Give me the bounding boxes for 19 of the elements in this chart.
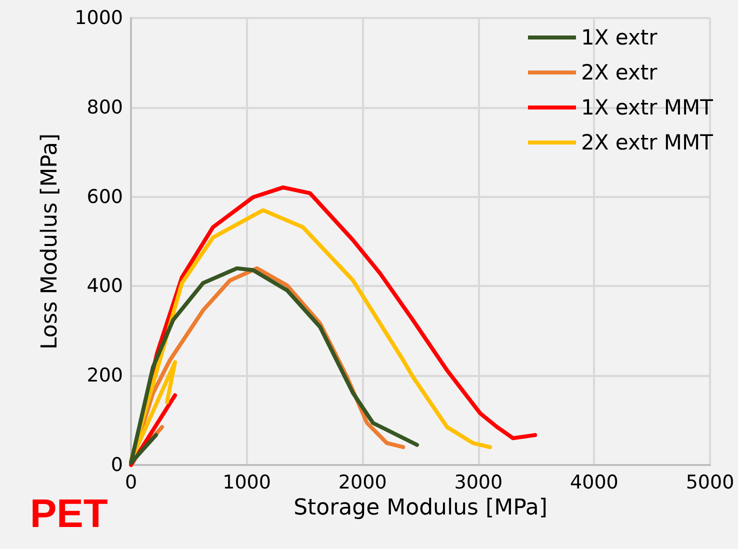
x-tick-label: 3000 — [454, 472, 503, 494]
x-tick-label: 5000 — [686, 472, 734, 494]
x-axis-title: Storage Modulus [MPa] — [294, 496, 548, 520]
legend-label: 1X extr MMT — [580, 96, 714, 120]
y-tick-label: 0 — [110, 454, 123, 476]
legend-label: 2X extr — [580, 60, 658, 84]
y-tick-label: 200 — [86, 364, 123, 387]
y-tick-label: 800 — [86, 96, 123, 118]
legend-label: 1X extr — [580, 26, 658, 50]
x-tick-label: 1000 — [222, 472, 271, 494]
y-axis-title: Loss Modulus [MPa] — [38, 133, 62, 350]
x-tick-label: 4000 — [570, 472, 618, 494]
y-tick-label: 400 — [86, 275, 123, 298]
legend-label: 2X extr MMT — [580, 130, 714, 154]
x-tick-label: 2000 — [338, 472, 387, 494]
y-tick-label: 1000 — [74, 7, 123, 29]
text: PET — [30, 492, 108, 537]
x-tick-label: 0 — [124, 472, 138, 494]
y-tick-label: 600 — [86, 186, 123, 208]
